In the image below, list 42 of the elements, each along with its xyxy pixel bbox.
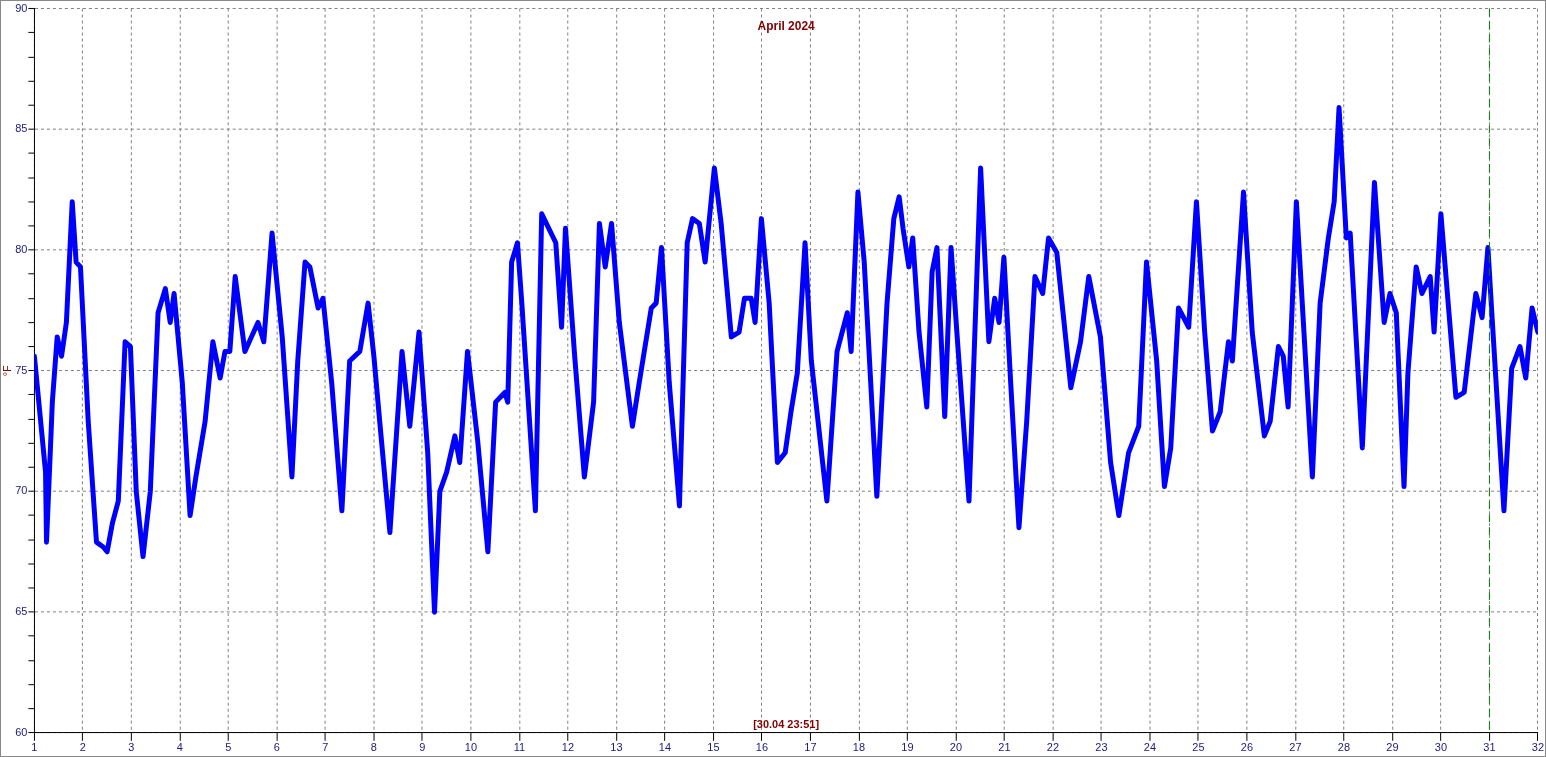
x-tick-label: 11 — [513, 741, 526, 754]
x-tick-label: 1 — [31, 741, 38, 754]
x-tick-label: 6 — [273, 741, 280, 754]
x-tick-label: 3 — [128, 741, 135, 754]
x-tick-label: 12 — [561, 741, 574, 754]
x-tick-label: 4 — [176, 741, 183, 754]
x-tick-label: 21 — [998, 741, 1011, 754]
y-tick-label: 75 — [15, 363, 28, 376]
x-tick-label: 30 — [1434, 741, 1447, 754]
x-tick-label: 10 — [464, 741, 477, 754]
x-tick-label: 31 — [1483, 741, 1496, 754]
x-tick-label: 7 — [322, 741, 329, 754]
y-tick-label: 60 — [15, 725, 28, 738]
x-tick-label: 23 — [1095, 741, 1108, 754]
x-tick-label: 5 — [225, 741, 232, 754]
x-tick-label: 22 — [1046, 741, 1059, 754]
x-tick-label: 20 — [949, 741, 962, 754]
x-tick-label: 14 — [658, 741, 671, 754]
y-tick-label: 80 — [15, 243, 28, 256]
x-tick-label: 2 — [79, 741, 86, 754]
x-tick-label: 25 — [1192, 741, 1205, 754]
y-tick-label: 90 — [15, 1, 28, 14]
x-tick-label: 15 — [707, 741, 720, 754]
x-tick-label: 28 — [1337, 741, 1350, 754]
x-tick-label: 9 — [419, 741, 426, 754]
text: April 2024 — [757, 18, 816, 33]
x-tick-label: 24 — [1143, 741, 1156, 754]
annotation: [30.04 23:51] — [753, 718, 820, 731]
x-tick-label: 8 — [370, 741, 377, 754]
x-tick-label: 27 — [1289, 741, 1302, 754]
x-tick-label: 32 — [1531, 741, 1544, 754]
x-tick-label: 26 — [1240, 741, 1253, 754]
x-tick-label: 19 — [901, 741, 914, 754]
x-tick-label: 18 — [852, 741, 865, 754]
y-tick-label: 70 — [15, 484, 28, 497]
y-axis-title: °F — [0, 364, 13, 377]
x-tick-label: 16 — [755, 741, 768, 754]
x-tick-label: 17 — [804, 741, 817, 754]
y-tick-label: 85 — [15, 122, 28, 135]
x-tick-label: 29 — [1386, 741, 1399, 754]
y-tick-label: 65 — [15, 605, 28, 618]
x-tick-label: 13 — [610, 741, 623, 754]
